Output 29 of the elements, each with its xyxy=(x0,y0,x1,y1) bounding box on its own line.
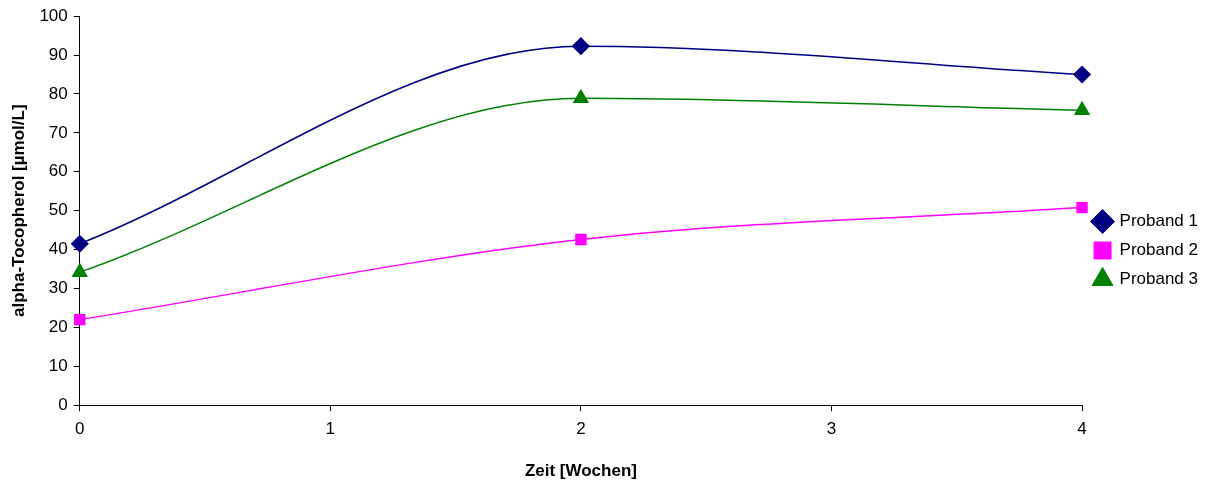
y-tick-label: 30 xyxy=(48,278,68,298)
point xyxy=(74,313,86,326)
x-tick-label: 2 xyxy=(576,419,586,439)
y-tick-label: 60 xyxy=(48,161,68,181)
point xyxy=(573,89,589,104)
y-tick-label: 10 xyxy=(48,355,68,375)
y-tick-label: 20 xyxy=(48,317,68,337)
point xyxy=(1074,101,1090,116)
y-tick-label: 0 xyxy=(58,394,68,414)
y-tick-label: 70 xyxy=(48,122,68,142)
x-tick-label: 3 xyxy=(826,419,837,439)
x-axis-title: Zeit [Wochen] xyxy=(524,461,637,481)
legend-label: Proband 1 xyxy=(1119,211,1198,231)
point xyxy=(1076,201,1088,214)
y-tick-label: 100 xyxy=(39,5,68,25)
x-tick-label: 0 xyxy=(75,419,85,439)
x-tick-label: 4 xyxy=(1077,419,1087,439)
legend-label: Proband 3 xyxy=(1119,269,1198,289)
y-tick-label: 90 xyxy=(48,44,68,64)
legend-label: Proband 2 xyxy=(1119,240,1198,260)
point xyxy=(575,233,587,246)
y-tick-label: 40 xyxy=(48,239,68,259)
y-tick-label: 50 xyxy=(48,200,68,220)
y-tick-label: 80 xyxy=(48,83,68,103)
x-tick-label: 1 xyxy=(325,419,336,439)
y-axis-title: alpha-Tocopherol [µmol/L] xyxy=(8,104,28,317)
point xyxy=(1073,65,1091,84)
point xyxy=(572,37,590,55)
point xyxy=(71,235,89,253)
